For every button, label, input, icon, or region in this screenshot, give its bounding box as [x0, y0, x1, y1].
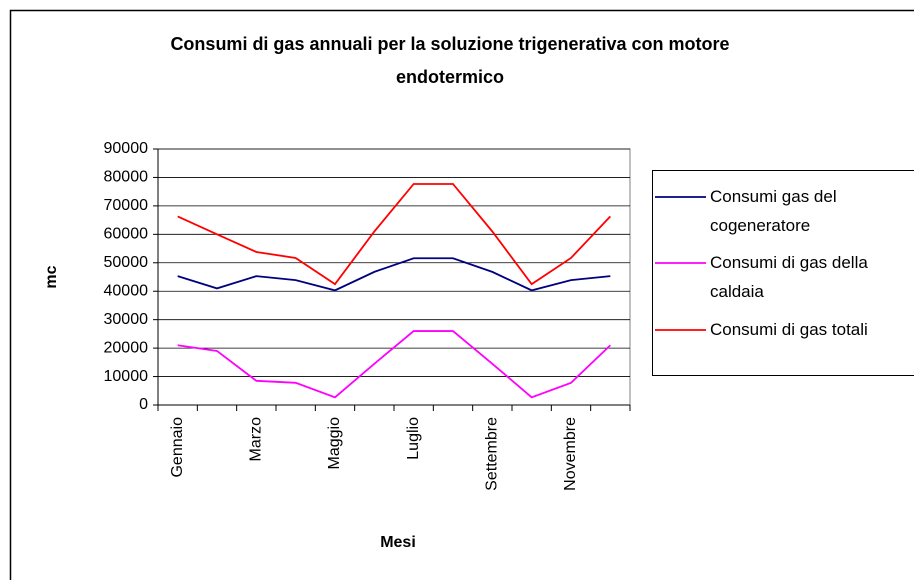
y-tick-label: 40000	[104, 282, 149, 299]
legend-label: Consumi gas del cogeneratore	[710, 187, 837, 235]
y-tick-label: 30000	[104, 311, 149, 328]
series-line	[177, 183, 611, 286]
y-tick-label: 50000	[104, 254, 149, 271]
x-tick-label: Novembre	[562, 417, 579, 491]
y-tick-label: 20000	[104, 339, 149, 356]
y-tick-label: 90000	[104, 140, 149, 157]
y-tick-label: 70000	[104, 197, 149, 214]
series-line	[177, 330, 611, 399]
x-axis-title: Mesi	[380, 534, 416, 551]
x-tick-label: Gennaio	[169, 417, 186, 478]
y-tick-label: 60000	[104, 226, 149, 243]
legend-label: Consumi di gas della caldaia	[710, 253, 868, 301]
legend-box	[652, 170, 914, 376]
x-tick-label: Luglio	[405, 417, 422, 460]
plot-area	[157, 148, 631, 406]
y-tick-label: 0	[139, 396, 148, 413]
x-tick-label: Maggio	[326, 417, 343, 470]
y-tick-label: 80000	[104, 169, 149, 186]
chart-title: Consumi di gas annuali per la soluzione …	[170, 34, 730, 87]
x-tick-label: Marzo	[248, 417, 265, 462]
x-tick-label: Settembre	[484, 417, 501, 491]
y-tick-label: 10000	[104, 368, 149, 385]
y-axis-title: mc	[43, 265, 60, 288]
legend-label: Consumi di gas totali	[710, 320, 868, 339]
series-line	[177, 257, 611, 292]
